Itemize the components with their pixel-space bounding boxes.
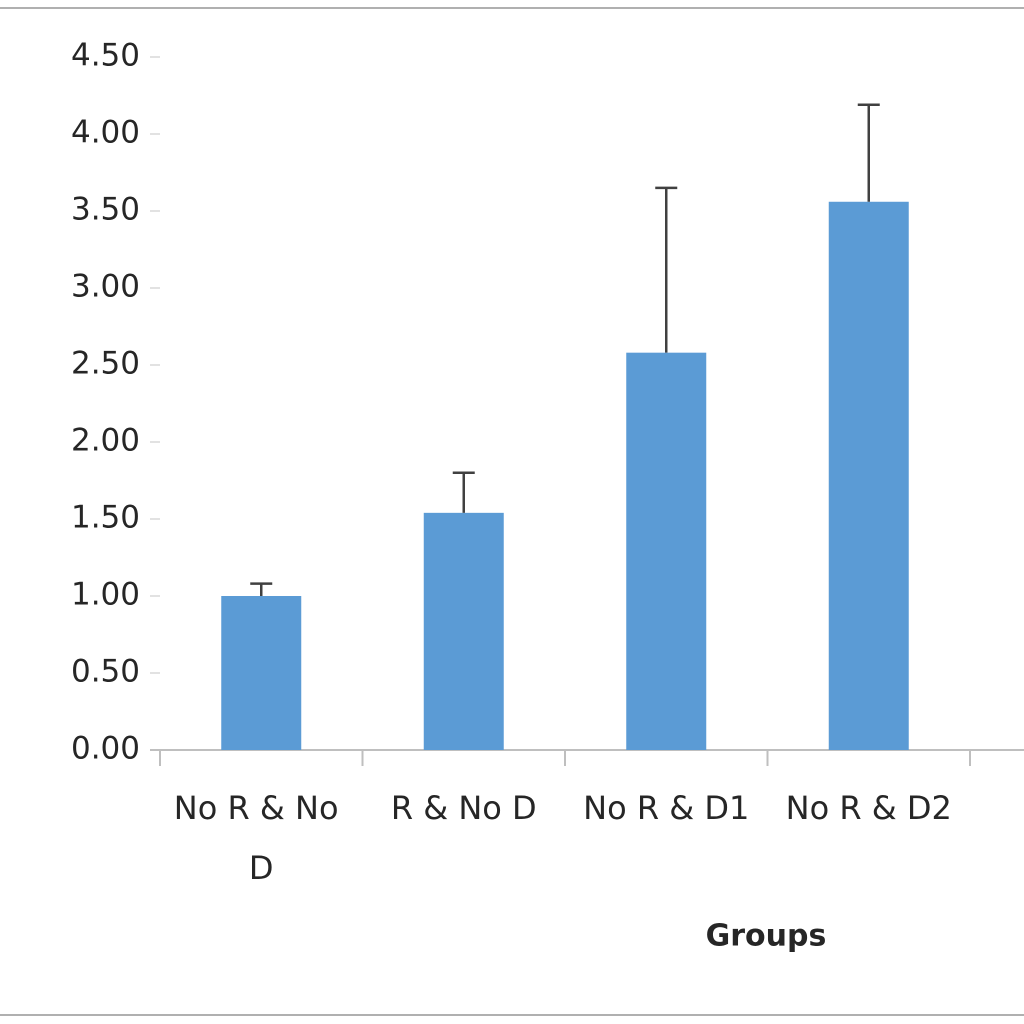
x-tick-label-line: No R & D1 (583, 789, 749, 827)
y-tick-label: 4.50 (71, 38, 140, 74)
y-tick-label: 3.00 (71, 269, 140, 305)
x-tick-label-line: D (249, 849, 274, 887)
y-tick-label: 1.50 (71, 500, 140, 536)
x-axis-title: Groups (706, 919, 827, 954)
x-tick-label-line: No R & No (174, 789, 349, 827)
x-tick-label: No R & D1 (583, 789, 749, 827)
x-tick-label-line: No R & D2 (786, 789, 952, 827)
bar (221, 596, 302, 750)
y-tick-label: 1.00 (71, 577, 140, 613)
x-tick-label-line: R & No D (391, 789, 537, 827)
bar (626, 352, 707, 750)
y-tick-label: 0.50 (71, 654, 140, 690)
bar (423, 512, 504, 750)
x-tick-label: No R & D2 (786, 789, 952, 827)
y-tick-label: 3.50 (71, 192, 140, 228)
bar (828, 201, 909, 750)
y-tick-label: 0.00 (71, 731, 140, 767)
x-tick-label: No R & No D (174, 789, 349, 887)
y-tick-label: 4.00 (71, 115, 140, 151)
x-tick-label: R & No D (391, 789, 537, 827)
y-tick-label: 2.50 (71, 346, 140, 382)
y-tick-label: 2.00 (71, 423, 140, 459)
